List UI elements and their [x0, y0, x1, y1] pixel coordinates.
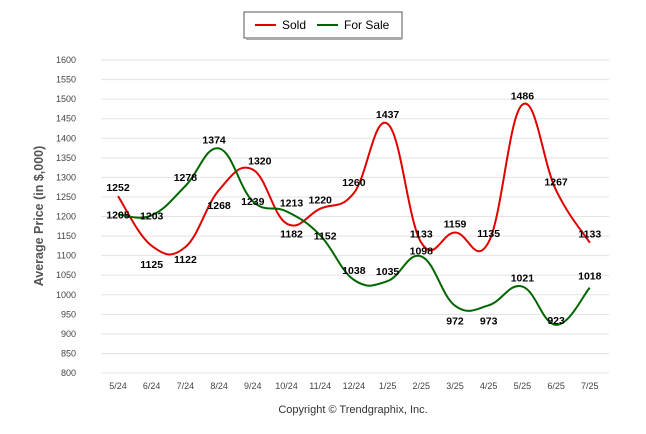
- sold-series-line: [117, 102, 591, 256]
- for-sale-data-label: 972: [446, 316, 464, 328]
- gridlines: [101, 59, 609, 374]
- x-tick-label: 9/24: [244, 381, 262, 391]
- x-tick-label: 12/24: [343, 381, 366, 391]
- sold-data-label: 1133: [578, 229, 601, 241]
- y-tick-label: 1300: [56, 172, 76, 182]
- y-tick-label: 1150: [57, 231, 76, 241]
- y-tick-label: 800: [61, 368, 76, 378]
- legend-sold-label: Sold: [282, 18, 306, 32]
- sold-data-label: 1125: [140, 259, 163, 271]
- sold-data-label: 1260: [342, 177, 366, 189]
- x-tick-label: 8/24: [210, 381, 228, 391]
- sold-data-label: 1133: [410, 229, 433, 241]
- x-tick-label: 5/24: [109, 381, 127, 391]
- for-sale-data-label: 1018: [578, 271, 602, 283]
- data-labels: 1252 1125 1122 1268 1320 1182 1220 1260 1437 1133…: [106, 91, 601, 328]
- y-axis-ticks: 800 850 900 950 1000 1050 1100 1150 1200 1250 1300…: [56, 55, 76, 378]
- for-sale-data-label: 923: [547, 315, 565, 327]
- x-tick-label: 10/24: [275, 381, 298, 391]
- y-tick-label: 1350: [56, 153, 76, 163]
- y-tick-label: 1400: [56, 133, 76, 143]
- sold-data-label: 1252: [106, 182, 130, 194]
- for-sale-data-label: 1098: [410, 245, 434, 257]
- x-tick-label: 1/25: [379, 381, 397, 391]
- legend-for-sale-label: For Sale: [344, 18, 390, 32]
- x-tick-label: 11/24: [309, 381, 331, 391]
- x-tick-label: 6/25: [547, 381, 565, 391]
- sold-data-label: 1220: [309, 195, 333, 207]
- sold-data-label: 1267: [544, 176, 568, 188]
- x-tick-label: 7/25: [581, 381, 599, 391]
- y-tick-label: 1450: [56, 114, 76, 124]
- sold-data-label: 1135: [477, 228, 500, 240]
- sold-data-label: 1320: [248, 156, 272, 168]
- for-sale-data-label: 1239: [241, 196, 265, 208]
- sold-data-label: 1182: [280, 229, 303, 241]
- x-tick-label: 6/24: [143, 381, 161, 391]
- x-axis-ticks: 5/24 6/24 7/24 8/24 9/24 10/24 11/24 12/24 1/25 2…: [109, 381, 598, 391]
- sold-data-label: 1437: [376, 109, 400, 121]
- sold-data-label: 1159: [444, 219, 467, 231]
- y-tick-label: 1600: [56, 55, 76, 65]
- for-sale-data-label: 1213: [280, 197, 304, 209]
- for-sale-data-label: 1203: [140, 210, 164, 222]
- for-sale-data-label: 1152: [314, 230, 337, 242]
- x-tick-label: 3/25: [446, 381, 464, 391]
- y-tick-label: 1500: [56, 94, 76, 104]
- series-lines: [117, 102, 591, 326]
- y-tick-label: 1550: [56, 75, 76, 85]
- y-axis-title: Average Price (in $,000): [32, 146, 46, 287]
- x-tick-label: 2/25: [413, 381, 431, 391]
- y-tick-label: 1250: [56, 192, 76, 202]
- for-sale-data-label: 1021: [511, 273, 535, 285]
- for-sale-series-line: [117, 147, 591, 326]
- for-sale-data-label: 973: [480, 315, 498, 327]
- x-tick-label: 5/25: [514, 381, 532, 391]
- for-sale-data-label: 1035: [376, 266, 400, 278]
- y-tick-label: 900: [61, 329, 76, 339]
- x-tick-label: 7/24: [177, 381, 195, 391]
- x-tick-label: 4/25: [480, 381, 498, 391]
- y-tick-label: 1050: [56, 270, 76, 280]
- y-tick-label: 1000: [56, 290, 76, 300]
- y-tick-label: 1100: [57, 251, 76, 261]
- for-sale-data-label: 1038: [342, 265, 366, 277]
- sold-data-label: 1122: [174, 254, 197, 266]
- sold-data-label: 1486: [511, 91, 535, 103]
- legend: Sold For Sale: [243, 11, 403, 40]
- for-sale-data-label: 1278: [174, 172, 198, 184]
- copyright-text: Copyright © Trendgraphix, Inc.: [278, 404, 427, 416]
- sold-data-label: 1268: [207, 200, 231, 212]
- for-sale-data-label: 1374: [202, 134, 226, 146]
- y-tick-label: 950: [61, 309, 76, 319]
- for-sale-data-label: 1205: [106, 210, 130, 222]
- y-tick-label: 850: [61, 348, 76, 358]
- y-tick-label: 1200: [56, 212, 76, 222]
